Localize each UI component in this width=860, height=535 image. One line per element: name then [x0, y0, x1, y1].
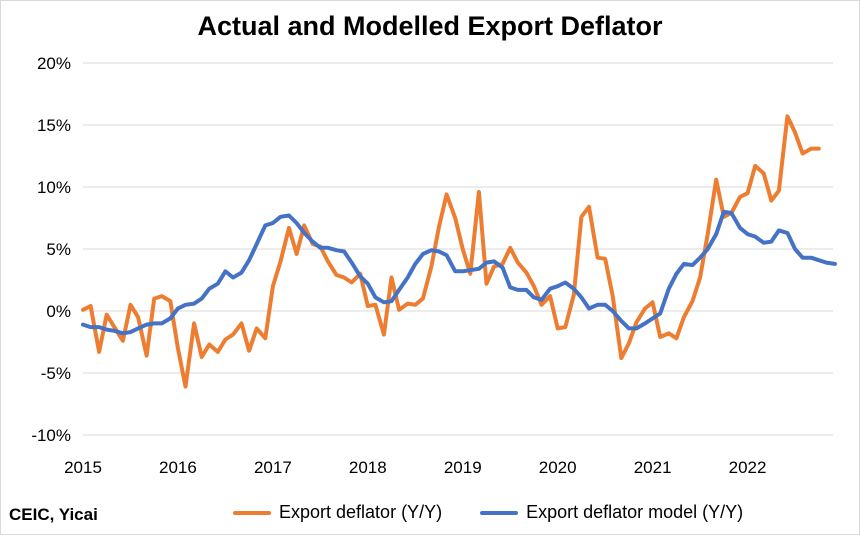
- x-tick-label-4: 2019: [444, 458, 482, 477]
- x-tick-label-6: 2021: [634, 458, 672, 477]
- series-line-0: [81, 114, 821, 389]
- plot-area: -10%-5%0%5%10%15%20% 2015 2016 2017 2018 201…: [31, 54, 837, 477]
- x-tick-label-1: 2016: [159, 458, 197, 477]
- source-note: CEIC, Yicai: [9, 505, 98, 524]
- x-tick-label-7: 2022: [729, 458, 767, 477]
- legend: Export deflator (Y/Y) Export deflator mo…: [233, 502, 781, 523]
- y-tick-label-6: 20%: [37, 54, 71, 73]
- x-tick-label-3: 2018: [349, 458, 387, 477]
- y-tick-labels: -10% -5% 0% 5% 10% 15% 20%: [31, 54, 71, 445]
- series-lines: [81, 114, 837, 389]
- x-tick-label-2: 2017: [254, 458, 292, 477]
- y-tick-label-2: 0%: [46, 302, 71, 321]
- y-tick-label-5: 15%: [37, 116, 71, 135]
- y-tick-label-1: -5%: [41, 364, 71, 383]
- legend-swatch-orange: [233, 510, 271, 515]
- legend-item-export-deflator-model: Export deflator model (Y/Y): [480, 502, 743, 523]
- legend-label-export-deflator-model: Export deflator model (Y/Y): [526, 502, 744, 522]
- x-tick-labels: 2015 2016 2017 2018 2019 2020 2021 2022: [64, 458, 766, 477]
- legend-item-export-deflator: Export deflator (Y/Y): [233, 502, 442, 523]
- grid-lines: [83, 62, 833, 436]
- x-tick-label-5: 2020: [539, 458, 577, 477]
- legend-label-export-deflator: Export deflator (Y/Y): [279, 502, 443, 522]
- legend-swatch-blue: [480, 510, 519, 515]
- chart-title: Actual and Modelled Export Deflator: [197, 11, 663, 41]
- y-tick-label-4: 10%: [37, 178, 71, 197]
- y-tick-label-0: -10%: [31, 426, 71, 445]
- series-line-1: [81, 209, 837, 336]
- y-tick-label-3: 5%: [46, 240, 71, 259]
- x-tick-label-0: 2015: [64, 458, 102, 477]
